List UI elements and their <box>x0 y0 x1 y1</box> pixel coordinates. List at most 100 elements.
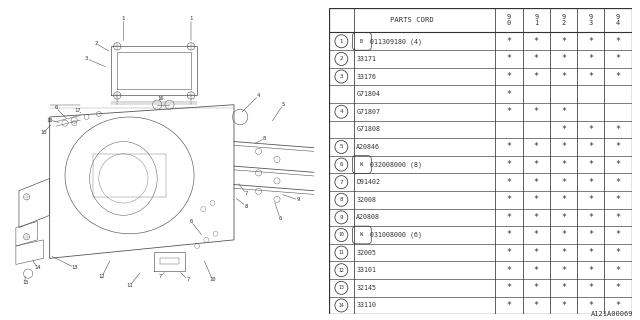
Text: 12: 12 <box>339 268 344 273</box>
Text: 9
3: 9 3 <box>589 14 593 26</box>
Text: *: * <box>507 178 511 187</box>
Text: 5: 5 <box>282 102 285 107</box>
Text: *: * <box>507 230 511 239</box>
Text: A20846: A20846 <box>356 144 380 150</box>
Text: 14: 14 <box>34 265 40 270</box>
Text: *: * <box>616 72 621 81</box>
Text: 15: 15 <box>22 280 28 285</box>
Text: PARTS CORD: PARTS CORD <box>390 17 434 23</box>
Text: 32005: 32005 <box>356 250 376 256</box>
Text: *: * <box>561 195 566 204</box>
Text: 7: 7 <box>159 274 162 279</box>
Text: *: * <box>507 72 511 81</box>
Text: 10: 10 <box>40 130 47 135</box>
Text: 32008: 32008 <box>356 197 376 203</box>
Text: *: * <box>588 195 593 204</box>
Text: 8: 8 <box>244 204 248 209</box>
Text: *: * <box>616 248 621 257</box>
Text: 4: 4 <box>340 109 343 114</box>
Text: *: * <box>588 283 593 292</box>
Text: *: * <box>507 160 511 169</box>
Text: 33110: 33110 <box>356 302 376 308</box>
Text: 6: 6 <box>54 105 58 110</box>
Text: 9
1: 9 1 <box>534 14 538 26</box>
Text: *: * <box>534 160 539 169</box>
Text: 6: 6 <box>340 162 343 167</box>
Text: 1: 1 <box>340 39 343 44</box>
Text: *: * <box>507 90 511 99</box>
Text: *: * <box>588 230 593 239</box>
Text: *: * <box>588 54 593 63</box>
Text: B: B <box>360 39 364 44</box>
Text: *: * <box>507 283 511 292</box>
Text: 12: 12 <box>99 274 105 279</box>
Text: *: * <box>507 266 511 275</box>
Text: 17: 17 <box>74 108 81 113</box>
Text: A121A00069: A121A00069 <box>591 311 634 317</box>
Text: *: * <box>534 213 539 222</box>
Text: 032008000 (8): 032008000 (8) <box>370 161 422 168</box>
Text: *: * <box>616 213 621 222</box>
Text: *: * <box>561 72 566 81</box>
Text: *: * <box>616 230 621 239</box>
Text: 8: 8 <box>263 136 266 141</box>
Text: 9
0: 9 0 <box>507 14 511 26</box>
Text: *: * <box>588 125 593 134</box>
Text: *: * <box>616 54 621 63</box>
Text: *: * <box>507 248 511 257</box>
Text: *: * <box>616 160 621 169</box>
Text: *: * <box>507 142 511 151</box>
Text: A20808: A20808 <box>356 214 380 220</box>
Text: 7: 7 <box>244 191 248 196</box>
Text: *: * <box>616 266 621 275</box>
Text: *: * <box>588 160 593 169</box>
Text: 7: 7 <box>186 277 189 282</box>
Text: *: * <box>616 283 621 292</box>
Text: *: * <box>561 283 566 292</box>
Text: *: * <box>616 195 621 204</box>
Text: *: * <box>561 160 566 169</box>
Text: *: * <box>588 72 593 81</box>
Text: *: * <box>534 248 539 257</box>
Text: *: * <box>534 142 539 151</box>
Text: *: * <box>507 195 511 204</box>
Text: *: * <box>561 230 566 239</box>
Text: 33101: 33101 <box>356 267 376 273</box>
Text: *: * <box>534 37 539 46</box>
Text: 6: 6 <box>278 216 282 221</box>
Text: *: * <box>561 301 566 310</box>
Text: 33176: 33176 <box>356 74 376 79</box>
Text: *: * <box>507 54 511 63</box>
Text: *: * <box>534 230 539 239</box>
Text: 9: 9 <box>297 197 300 203</box>
Text: 10: 10 <box>339 233 344 237</box>
Text: W: W <box>360 162 364 167</box>
Text: G71804: G71804 <box>356 91 380 97</box>
Text: *: * <box>561 178 566 187</box>
Text: *: * <box>561 125 566 134</box>
Text: *: * <box>507 301 511 310</box>
Text: *: * <box>561 248 566 257</box>
Text: 10: 10 <box>209 277 216 282</box>
Text: W: W <box>360 233 364 237</box>
Text: 9
2: 9 2 <box>561 14 566 26</box>
Text: 33171: 33171 <box>356 56 376 62</box>
Text: 16: 16 <box>157 96 163 101</box>
Text: 2: 2 <box>340 56 343 61</box>
Text: *: * <box>534 301 539 310</box>
Text: 5: 5 <box>340 144 343 149</box>
Text: 1: 1 <box>189 16 193 21</box>
Text: *: * <box>588 301 593 310</box>
Text: *: * <box>561 266 566 275</box>
Text: 031008000 (6): 031008000 (6) <box>370 232 422 238</box>
Text: *: * <box>534 72 539 81</box>
Text: 11: 11 <box>126 284 132 288</box>
Text: 011309180 (4): 011309180 (4) <box>370 38 422 44</box>
Text: 2: 2 <box>94 41 97 46</box>
Text: *: * <box>561 142 566 151</box>
Text: *: * <box>507 213 511 222</box>
Text: *: * <box>561 54 566 63</box>
Text: *: * <box>616 37 621 46</box>
Text: G71808: G71808 <box>356 126 380 132</box>
Text: *: * <box>561 37 566 46</box>
